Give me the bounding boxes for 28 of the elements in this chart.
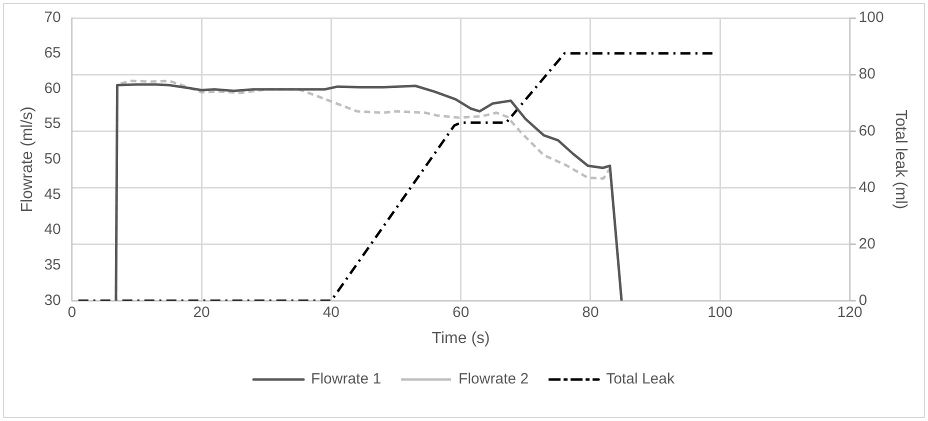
legend-label: Total Leak [606, 370, 675, 388]
x-tick-label: 40 [322, 304, 340, 321]
y2-tick-label: 100 [858, 9, 884, 26]
line-series [77, 52, 715, 301]
x-axis-title: Time (s) [432, 330, 490, 347]
y-tick-label: 40 [44, 221, 61, 238]
x-tick-label: 100 [708, 304, 733, 321]
y-tick-label: 50 [44, 150, 61, 168]
y2-axis-title: Total leak (ml) [892, 110, 909, 210]
x-tick-label: 20 [193, 304, 210, 321]
y-tick-label: 45 [44, 186, 61, 203]
y-tick-label: 55 [44, 115, 61, 132]
y2-tick-label: 20 [858, 235, 876, 252]
y-tick-label: 65 [44, 44, 61, 62]
y2-tick-label: 60 [858, 122, 876, 140]
x-tick-label: 80 [582, 304, 599, 321]
legend-label: Flowrate 1 [311, 370, 382, 388]
y-tick-label: 70 [44, 9, 61, 26]
legend-label: Flowrate 2 [458, 370, 529, 388]
y-tick-label: 30 [44, 292, 61, 309]
y2-tick-label: 40 [858, 178, 876, 196]
x-tick-label: 60 [452, 304, 470, 321]
y2-tick-label: 80 [858, 66, 876, 83]
y-tick-label: 60 [44, 80, 61, 97]
y-axis-title: Flowrate (ml/s) [19, 106, 36, 212]
y-tick-label: 35 [44, 256, 61, 274]
x-tick-label: 120 [837, 304, 862, 321]
x-tick-label: 0 [68, 304, 76, 321]
